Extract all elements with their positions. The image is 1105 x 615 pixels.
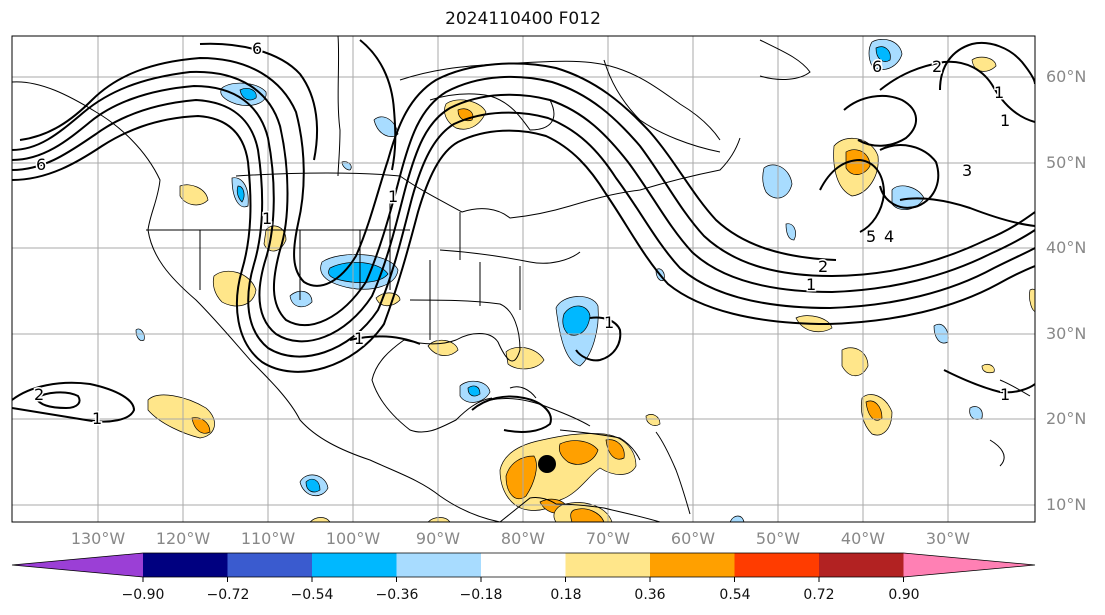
contour-label: 6 bbox=[36, 155, 46, 174]
colorbar-segment bbox=[903, 553, 1035, 577]
colorbar-tick-label: 0.54 bbox=[719, 587, 751, 603]
colorbar-segment bbox=[819, 553, 904, 577]
lon-label: 120°W bbox=[155, 529, 211, 548]
colorbar-tick-label: −0.90 bbox=[121, 587, 165, 603]
lon-label: 40°W bbox=[840, 529, 886, 548]
contour-label: 3 bbox=[962, 161, 972, 180]
contour-label: 2 bbox=[34, 385, 44, 404]
colorbar-segment bbox=[312, 553, 397, 577]
contour-label: 1 bbox=[806, 275, 816, 294]
lat-label: 20°N bbox=[1046, 409, 1087, 428]
colorbar-tick-label: 0.90 bbox=[888, 587, 920, 603]
lon-label: 130°W bbox=[70, 529, 126, 548]
contour-label: 6 bbox=[872, 57, 882, 76]
colorbar-tick-label: 0.72 bbox=[803, 587, 835, 603]
contour-label: 1 bbox=[994, 83, 1004, 102]
lon-label: 50°W bbox=[755, 529, 801, 548]
contour-label: 2 bbox=[932, 57, 942, 76]
contour-label: 1 bbox=[354, 329, 364, 348]
colorbar-segment bbox=[12, 553, 143, 577]
coastlines bbox=[12, 36, 1031, 522]
map-frame bbox=[11, 35, 1036, 523]
lon-label: 60°W bbox=[670, 529, 716, 548]
contour-label: 1 bbox=[92, 409, 102, 428]
colorbar-segment bbox=[227, 553, 312, 577]
contour-label: 1 bbox=[604, 313, 614, 332]
colorbar-segment bbox=[650, 553, 735, 577]
colorbar-tick-label: −0.54 bbox=[290, 587, 334, 603]
lon-label: 30°W bbox=[925, 529, 971, 548]
lon-label: 110°W bbox=[240, 529, 296, 548]
anomaly-patches bbox=[135, 39, 1035, 522]
contour-label: 1 bbox=[262, 209, 272, 228]
contour-label: 6 bbox=[252, 39, 262, 58]
colorbar-segment bbox=[396, 553, 481, 577]
contour-label: 4 bbox=[884, 227, 894, 246]
contour-label: 2 bbox=[818, 257, 828, 276]
contour-label: 1 bbox=[1000, 111, 1010, 130]
lon-label: 80°W bbox=[500, 529, 546, 548]
contour-lines bbox=[12, 39, 1035, 433]
colorbar-segment bbox=[734, 553, 819, 577]
colorbar-tick-label: −0.18 bbox=[459, 587, 503, 603]
colorbar-segment bbox=[143, 553, 228, 577]
lat-label: 40°N bbox=[1046, 238, 1087, 257]
colorbar-segment bbox=[565, 553, 650, 577]
colorbar-segment bbox=[481, 553, 566, 577]
lat-label: 60°N bbox=[1046, 67, 1087, 86]
lon-label: 100°W bbox=[325, 529, 381, 548]
colorbar-tick-label: 0.18 bbox=[550, 587, 582, 603]
map-title: 2024110400 F012 bbox=[445, 9, 601, 29]
lat-label: 10°N bbox=[1046, 495, 1087, 514]
colorbar-tick-label: −0.36 bbox=[375, 587, 419, 603]
lat-label: 30°N bbox=[1046, 324, 1087, 343]
contour-label: 5 bbox=[866, 227, 876, 246]
contour-label-group: 6 6 1 1 2 1 1 1 6 2 1 1 5 4 3 2 1 1 bbox=[33, 38, 1012, 430]
contour-label: 1 bbox=[388, 187, 398, 206]
storm-center-marker bbox=[538, 455, 556, 473]
contour-label: 1 bbox=[1000, 385, 1010, 404]
lon-label: 70°W bbox=[585, 529, 631, 548]
colorbar bbox=[11, 552, 1036, 582]
colorbar-tick-label: 0.36 bbox=[634, 587, 666, 603]
colorbar-tick-label: −0.72 bbox=[206, 587, 250, 603]
lon-label: 90°W bbox=[415, 529, 461, 548]
lat-label: 50°N bbox=[1046, 153, 1087, 172]
